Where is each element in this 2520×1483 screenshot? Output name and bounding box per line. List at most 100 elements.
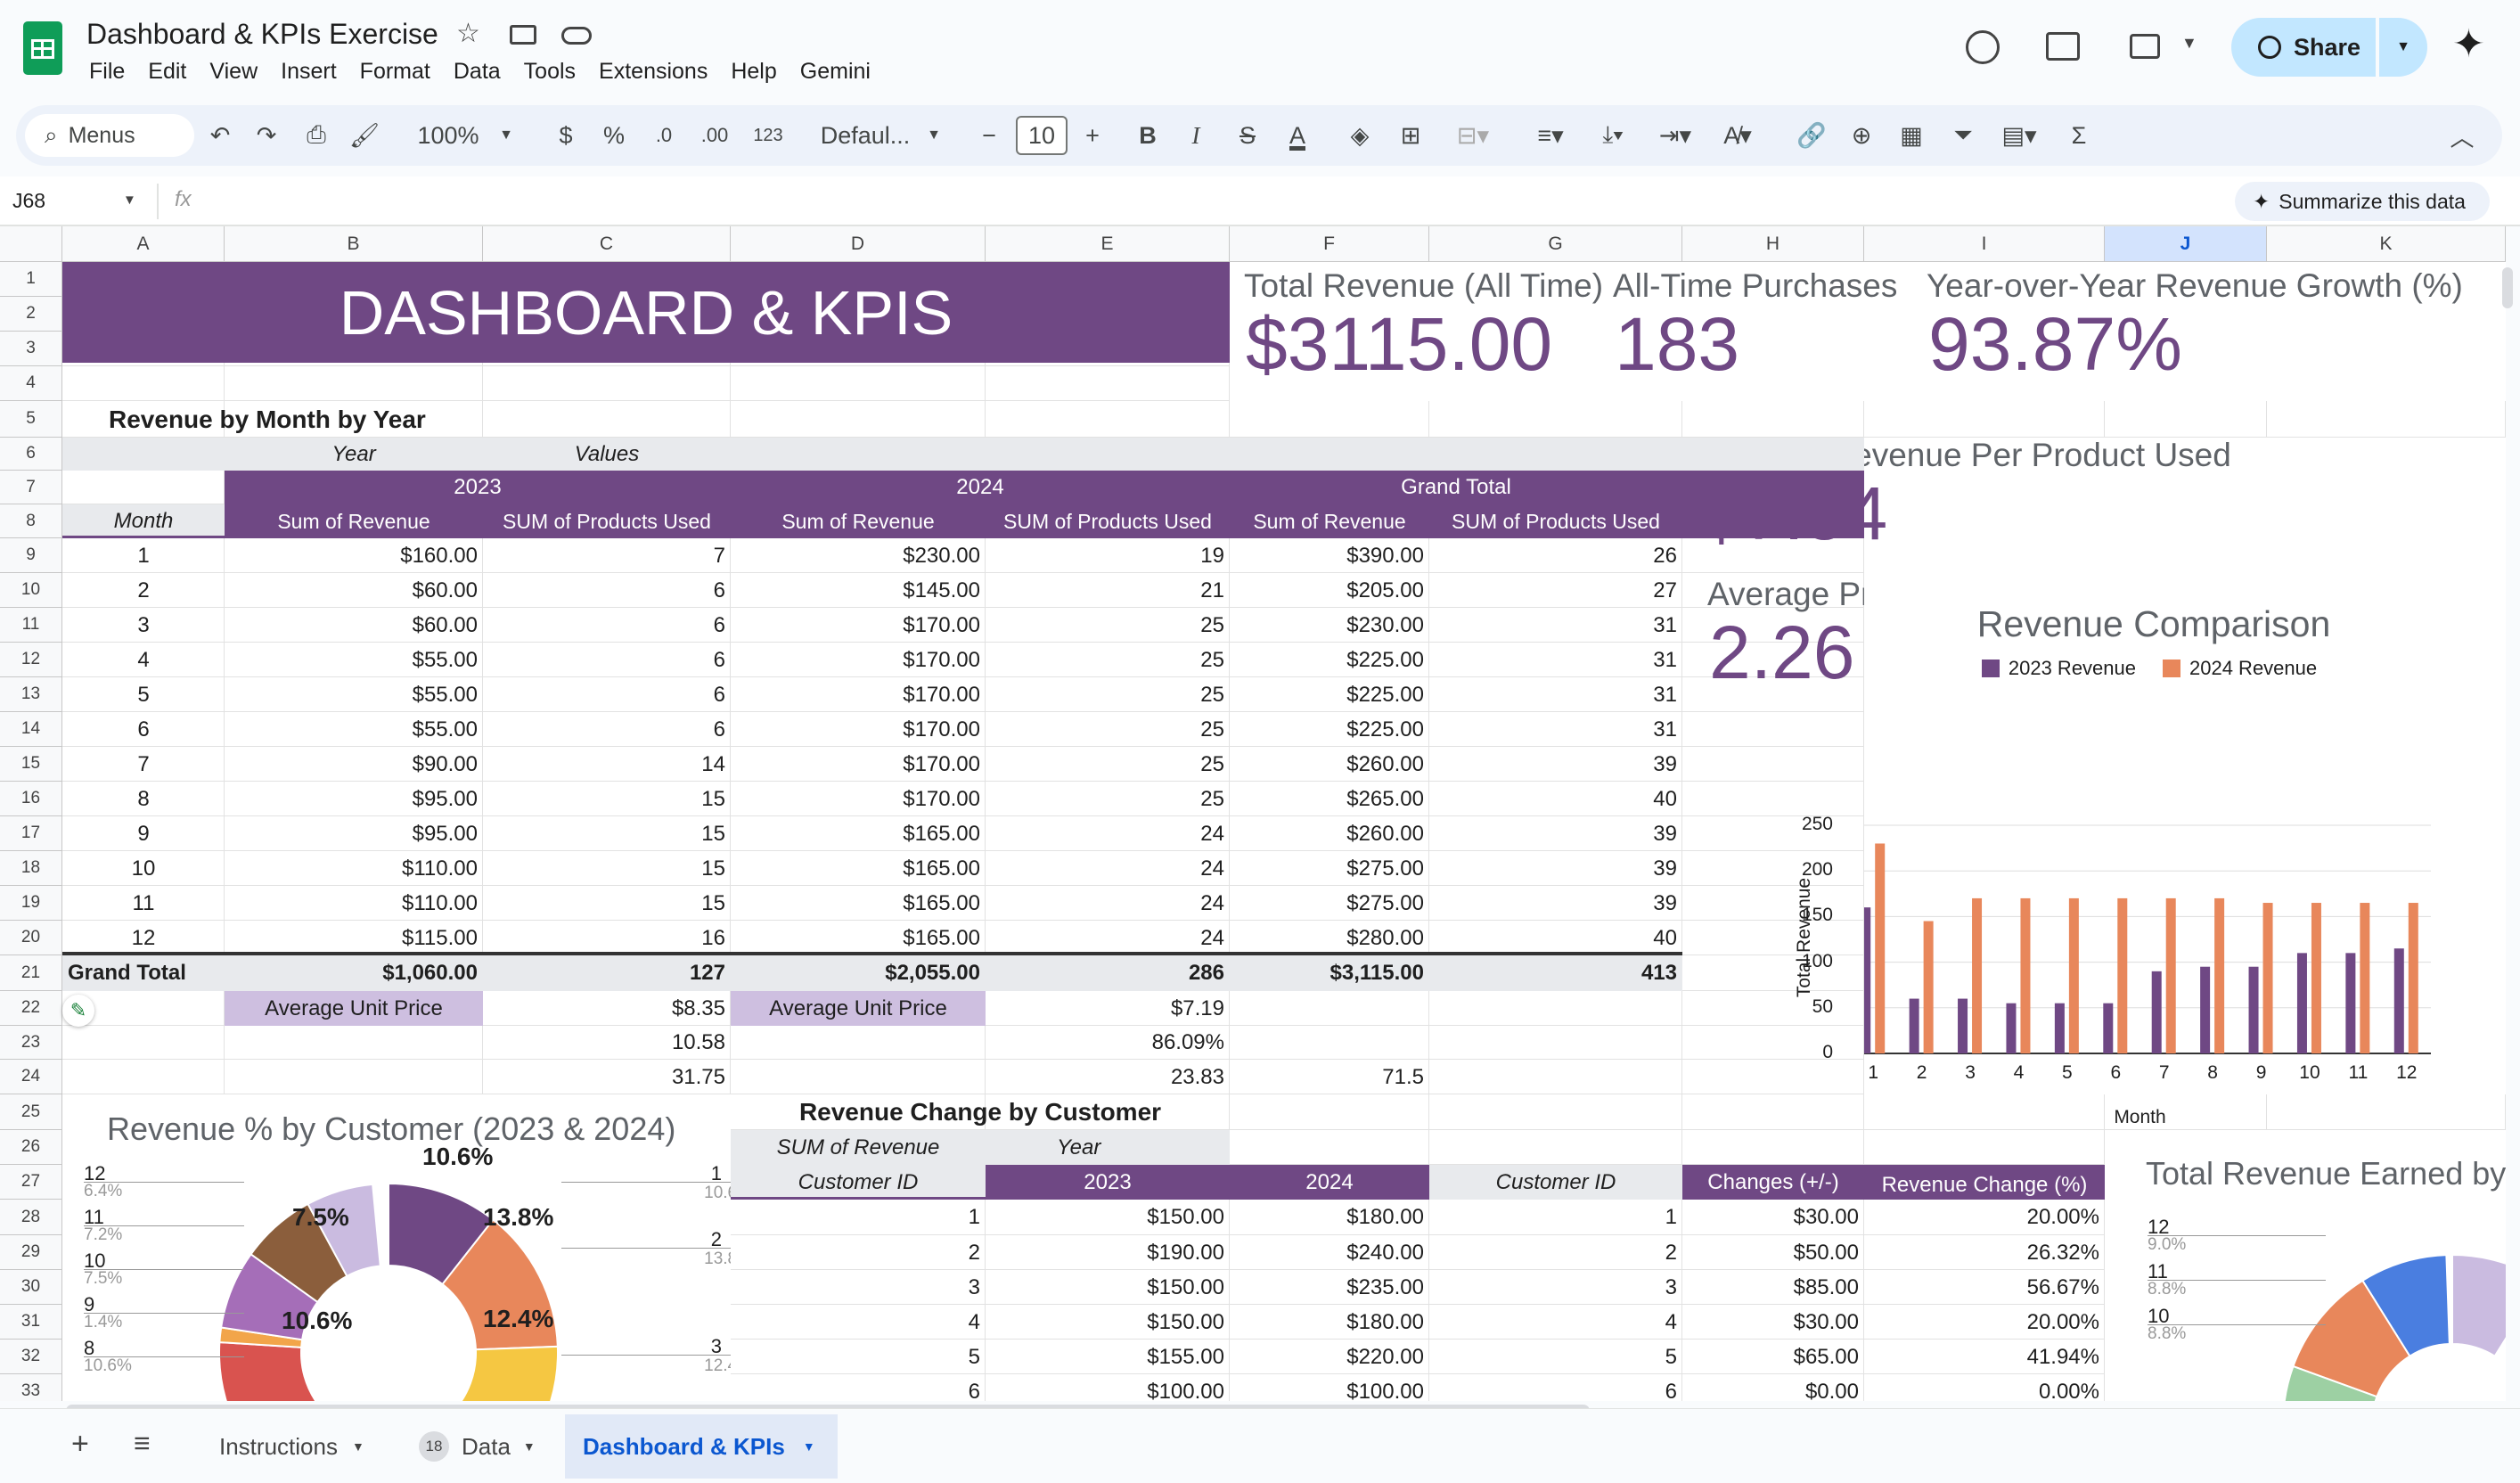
pivot-cell[interactable]: 11 xyxy=(132,890,155,915)
bold-button[interactable]: B xyxy=(1139,121,1157,149)
share-dropdown-button[interactable]: ▼ xyxy=(2379,18,2427,77)
cell-f24[interactable]: 71.5 xyxy=(1382,1064,1424,1089)
row-header-6[interactable]: 6 xyxy=(0,438,62,471)
row-header-2[interactable]: 2 xyxy=(0,297,62,332)
pivot-cell[interactable]: 39 xyxy=(1653,890,1677,915)
change-cell[interactable]: $155.00 xyxy=(1147,1344,1224,1369)
pivot-cell[interactable]: 31 xyxy=(1653,682,1677,707)
pivot-cell[interactable]: $225.00 xyxy=(1346,682,1424,707)
text-wrapping-icon[interactable]: ⇥▾ xyxy=(1658,121,1692,149)
change-cell[interactable]: $180.00 xyxy=(1346,1309,1424,1334)
change-cell[interactable]: 2 xyxy=(968,1240,980,1265)
pivot-cell[interactable]: 7 xyxy=(137,751,150,776)
diff-cell[interactable]: $30.00 xyxy=(1793,1309,1859,1334)
share-button[interactable]: Share xyxy=(2231,18,2376,77)
pivot-cell[interactable]: 6 xyxy=(713,578,725,602)
column-header-a[interactable]: A xyxy=(62,226,225,262)
change-cell[interactable]: $150.00 xyxy=(1147,1274,1224,1299)
pivot-cell[interactable]: $390.00 xyxy=(1346,543,1424,568)
pivot-cell[interactable]: $225.00 xyxy=(1346,717,1424,742)
chart-bar[interactable] xyxy=(2345,953,2356,1053)
column-header-g[interactable]: G xyxy=(1429,226,1682,262)
undo-icon[interactable]: ↶ xyxy=(209,121,231,149)
currency-format-button[interactable]: $ xyxy=(559,121,573,149)
row-header-23[interactable]: 23 xyxy=(0,1026,62,1060)
chart-bar[interactable] xyxy=(2248,966,2259,1053)
pivot-cell[interactable]: $95.00 xyxy=(412,786,478,811)
sheet-tab-data[interactable]: 18 Data ▼ xyxy=(410,1420,544,1473)
row-header-30[interactable]: 30 xyxy=(0,1270,62,1305)
pivot-cell[interactable]: $170.00 xyxy=(903,717,980,742)
chart-bar[interactable] xyxy=(2408,903,2418,1053)
pivot-cell[interactable]: $115.00 xyxy=(402,925,478,950)
pivot-cell[interactable]: $170.00 xyxy=(903,786,980,811)
pivot-cell[interactable]: 25 xyxy=(1200,751,1224,776)
row-header-29[interactable]: 29 xyxy=(0,1235,62,1270)
pivot-cell[interactable]: 24 xyxy=(1200,890,1224,915)
functions-icon[interactable]: Σ xyxy=(2071,121,2087,149)
pivot-cell[interactable]: 24 xyxy=(1200,821,1224,846)
number-format-button[interactable]: 123 xyxy=(753,125,783,145)
chart-bar[interactable] xyxy=(2262,903,2273,1053)
percent-format-button[interactable]: % xyxy=(602,121,625,149)
change-cell[interactable]: $180.00 xyxy=(1346,1205,1424,1229)
vertical-scrollbar[interactable] xyxy=(2502,267,2513,308)
summarize-button[interactable]: ✦ Summarize this data xyxy=(2235,182,2490,221)
change-cell[interactable]: $235.00 xyxy=(1346,1274,1424,1299)
pivot-cell[interactable]: $55.00 xyxy=(412,682,478,707)
chart-bar[interactable] xyxy=(2311,903,2321,1053)
row-header-10[interactable]: 10 xyxy=(0,573,62,608)
change-cell[interactable]: $220.00 xyxy=(1346,1344,1424,1369)
pivot-cell[interactable]: $275.00 xyxy=(1346,890,1424,915)
meet-icon[interactable] xyxy=(2130,34,2160,59)
diff-cell[interactable]: 4 xyxy=(1665,1309,1677,1334)
horizontal-align-icon[interactable]: ≡▾ xyxy=(1537,121,1564,149)
diff-cell[interactable]: 0.00% xyxy=(2038,1379,2099,1402)
increase-decimal-button[interactable]: .00 xyxy=(700,124,729,146)
cloud-status-icon[interactable] xyxy=(561,27,592,45)
pivot-grand-total-cell[interactable]: $1,060.00 xyxy=(225,955,483,991)
column-header-k[interactable]: K xyxy=(2267,226,2506,262)
change-cell[interactable]: 6 xyxy=(968,1379,980,1402)
pivot-cell[interactable]: $55.00 xyxy=(412,647,478,672)
pivot-cell[interactable]: $205.00 xyxy=(1346,578,1424,602)
pivot-cell[interactable]: 39 xyxy=(1653,821,1677,846)
row-header-31[interactable]: 31 xyxy=(0,1305,62,1340)
pivot-cell[interactable]: 19 xyxy=(1200,543,1224,568)
pivot-cell[interactable]: $170.00 xyxy=(903,751,980,776)
pivot-cell[interactable]: $260.00 xyxy=(1346,821,1424,846)
pivot-cell[interactable]: 25 xyxy=(1200,682,1224,707)
pivot-cell[interactable]: 24 xyxy=(1200,856,1224,881)
pivot-cell[interactable]: 6 xyxy=(713,717,725,742)
pivot-cell[interactable]: 31 xyxy=(1653,612,1677,637)
chart-bar[interactable] xyxy=(2006,1003,2017,1053)
change-cell[interactable]: 3 xyxy=(968,1274,980,1299)
select-all-corner[interactable] xyxy=(0,226,62,262)
row-header-19[interactable]: 19 xyxy=(0,886,62,921)
diff-cell[interactable]: 1 xyxy=(1665,1205,1677,1229)
pivot-cell[interactable]: $275.00 xyxy=(1346,856,1424,881)
pie-slice[interactable] xyxy=(453,1345,559,1401)
row-header-7[interactable]: 7 xyxy=(0,471,62,504)
menu-extensions[interactable]: Extensions xyxy=(599,59,708,84)
column-header-b[interactable]: B xyxy=(225,226,483,262)
menu-data[interactable]: Data xyxy=(453,59,501,84)
row-header-16[interactable]: 16 xyxy=(0,782,62,816)
cell-c24[interactable]: 31.75 xyxy=(671,1064,725,1089)
column-header-j[interactable]: J xyxy=(2105,226,2267,262)
all-sheets-icon[interactable]: ≡ xyxy=(134,1427,151,1459)
name-box[interactable]: J68 xyxy=(12,189,46,212)
pivot-cell[interactable]: 15 xyxy=(701,890,725,915)
edit-pencil-icon[interactable]: ✎ xyxy=(62,995,94,1027)
menu-tools[interactable]: Tools xyxy=(523,59,577,84)
strikethrough-button[interactable]: S xyxy=(1239,121,1256,149)
chart-bar[interactable] xyxy=(1909,998,1919,1053)
pivot-grand-total-cell[interactable]: $2,055.00 xyxy=(731,955,986,991)
pivot-cell[interactable]: 8 xyxy=(137,786,150,811)
pivot-cell[interactable]: 3 xyxy=(137,612,150,637)
chart-bar[interactable] xyxy=(2393,948,2404,1053)
comments-icon[interactable] xyxy=(2046,32,2080,61)
font-select[interactable]: Defaul... xyxy=(820,121,911,149)
pie-slice[interactable] xyxy=(218,1341,317,1401)
pivot-cell[interactable]: 15 xyxy=(701,786,725,811)
